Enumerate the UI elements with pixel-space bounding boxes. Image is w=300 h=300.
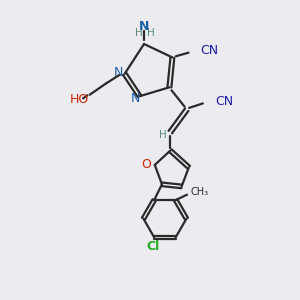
Text: N: N (139, 20, 149, 33)
Text: CN: CN (215, 95, 233, 108)
Text: H: H (147, 28, 154, 38)
Text: N: N (130, 92, 140, 105)
Text: CN: CN (200, 44, 219, 57)
Text: H: H (159, 130, 167, 140)
Text: O: O (142, 158, 152, 171)
Text: H: H (135, 28, 142, 38)
Text: Cl: Cl (146, 240, 159, 253)
Text: N: N (113, 66, 123, 79)
Text: CH₃: CH₃ (190, 187, 209, 197)
Text: HO: HO (70, 93, 89, 106)
